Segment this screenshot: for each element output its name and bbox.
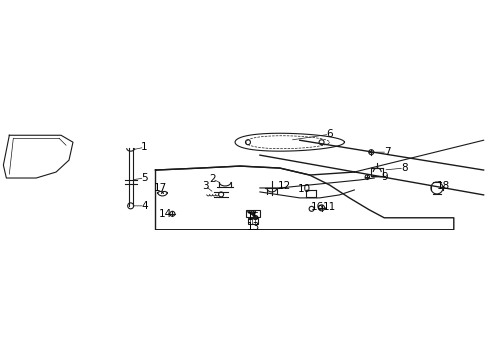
Bar (247, 218, 257, 224)
Text: 13: 13 (246, 222, 259, 232)
Text: 10: 10 (298, 184, 310, 194)
Text: 6: 6 (325, 129, 332, 139)
Text: 4: 4 (141, 201, 147, 211)
Text: 11: 11 (322, 202, 335, 212)
Text: 5: 5 (141, 173, 147, 183)
Text: 14: 14 (159, 209, 172, 219)
Text: 12: 12 (278, 181, 291, 191)
Text: 7: 7 (383, 147, 390, 157)
Text: 17: 17 (154, 184, 167, 193)
Text: 8: 8 (400, 163, 407, 173)
Bar (245, 210, 260, 217)
Text: 2: 2 (208, 174, 215, 184)
Text: 18: 18 (436, 181, 449, 191)
Text: 15: 15 (246, 212, 259, 222)
Text: 1: 1 (141, 142, 147, 152)
Text: 16: 16 (310, 202, 324, 212)
Text: 3: 3 (202, 181, 208, 191)
Text: 9: 9 (380, 172, 386, 182)
